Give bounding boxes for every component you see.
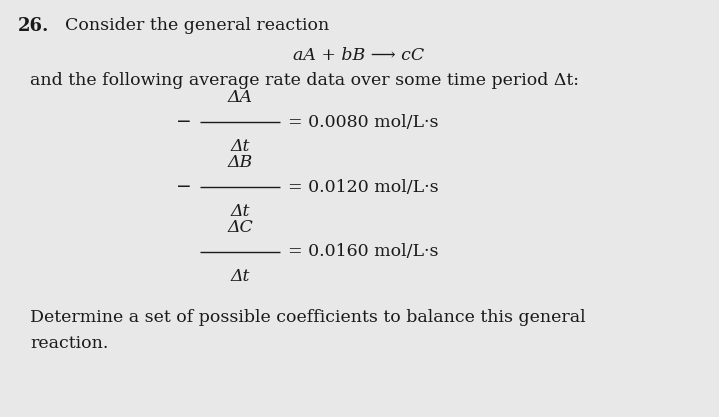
Text: ΔC: ΔC: [227, 219, 253, 236]
Text: Δt: Δt: [230, 203, 249, 220]
Text: −: −: [176, 113, 192, 131]
Text: = 0.0080 mol/L·s: = 0.0080 mol/L·s: [288, 113, 439, 131]
Text: Determine a set of possible coefficients to balance this general: Determine a set of possible coefficients…: [30, 309, 585, 326]
Text: 26.: 26.: [18, 17, 50, 35]
Text: = 0.0120 mol/L·s: = 0.0120 mol/L·s: [288, 178, 439, 196]
Text: and the following average rate data over some time period Δt:: and the following average rate data over…: [30, 72, 579, 89]
Text: = 0.0160 mol/L·s: = 0.0160 mol/L·s: [288, 244, 439, 261]
Text: −: −: [176, 178, 192, 196]
Text: ΔA: ΔA: [227, 89, 252, 106]
Text: aA + bB ⟶ cC: aA + bB ⟶ cC: [293, 47, 424, 64]
Text: Δt: Δt: [230, 138, 249, 155]
Text: reaction.: reaction.: [30, 335, 109, 352]
Text: Consider the general reaction: Consider the general reaction: [65, 17, 329, 34]
Text: ΔB: ΔB: [227, 154, 252, 171]
Text: Δt: Δt: [230, 268, 249, 285]
